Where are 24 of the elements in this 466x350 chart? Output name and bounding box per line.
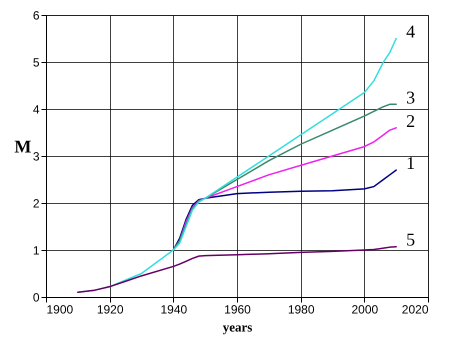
y-tick-label: 1: [32, 244, 40, 258]
series-label: 5: [406, 230, 416, 250]
line-series: [172, 169, 397, 251]
y-tick-label: 2: [32, 196, 40, 210]
series-label: 3: [406, 87, 416, 108]
x-tick-label: 1960: [224, 302, 252, 316]
series-label: 2: [406, 110, 416, 131]
y-tick-label: 5: [32, 56, 40, 70]
y-tick-label: 0: [32, 290, 40, 304]
x-tick-label: 1920: [96, 302, 124, 316]
y-tick-label: 6: [32, 8, 40, 22]
x-tick-label: 1980: [288, 302, 315, 316]
x-tick-label: 2000: [351, 302, 379, 316]
series-label: 4: [406, 22, 416, 42]
y-axis-title: M: [14, 136, 32, 156]
line-series: [172, 104, 397, 251]
series-label: 1: [406, 153, 416, 174]
x-tick-label: 1900: [46, 302, 74, 316]
line-series: [77, 246, 397, 294]
y-tick-label: 4: [32, 102, 40, 116]
y-tick-label: 3: [32, 150, 40, 164]
x-axis-title: years: [222, 320, 252, 334]
x-tick-label: 1940: [160, 302, 188, 316]
x-tick-label: 2020: [402, 302, 429, 316]
